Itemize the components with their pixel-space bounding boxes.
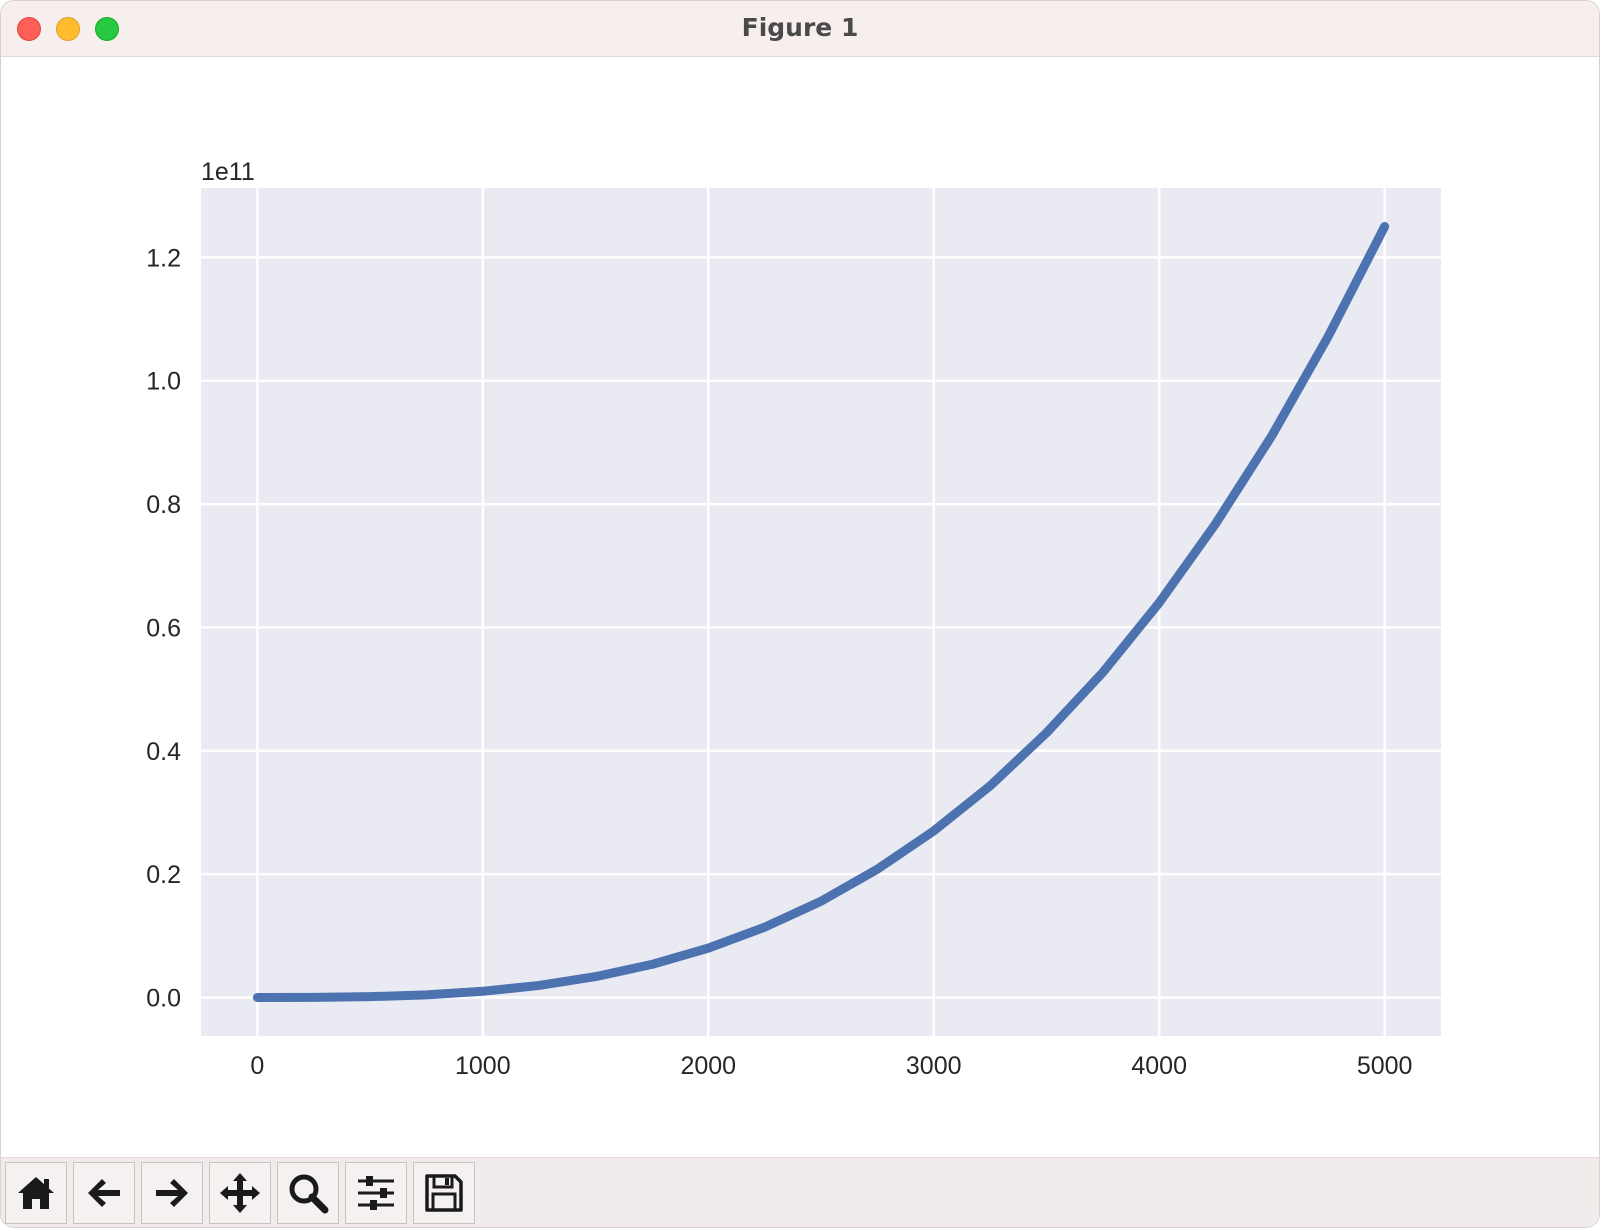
floppy-disk-icon <box>425 1174 463 1212</box>
sliders-icon <box>358 1176 394 1210</box>
pan-button[interactable] <box>209 1162 271 1224</box>
zoom-button[interactable] <box>277 1162 339 1224</box>
arrow-right-icon <box>156 1179 188 1207</box>
title-bar: Figure 1 <box>1 1 1599 57</box>
navigation-toolbar <box>1 1157 1599 1227</box>
y-offset-label: 1e11 <box>201 158 255 186</box>
series-line <box>252 222 1390 1002</box>
x-tick-label: 4000 <box>1131 1052 1187 1080</box>
maximize-window-button[interactable] <box>95 17 119 41</box>
arrow-left-icon <box>88 1179 120 1207</box>
magnifier-icon <box>289 1174 329 1214</box>
window-title: Figure 1 <box>741 13 859 42</box>
move-icon <box>220 1173 260 1213</box>
close-window-button[interactable] <box>17 17 41 41</box>
x-tick-label: 3000 <box>906 1052 962 1080</box>
figure-canvas[interactable]: 0 1000 2000 3000 4000 5000 0.0 0.2 0.4 0.6 0.8 1.0 1… <box>1 57 1599 1157</box>
back-button[interactable] <box>73 1162 135 1224</box>
x-tick-label: 1000 <box>455 1052 511 1080</box>
plot-background <box>201 188 1441 1036</box>
save-button[interactable] <box>413 1162 475 1224</box>
y-tick-label: 0.2 <box>146 861 181 889</box>
line-chart: 0 1000 2000 3000 4000 5000 0.0 0.2 0.4 0.6 0.8 1.0 1… <box>146 158 1441 1080</box>
x-tick-label: 5000 <box>1357 1052 1413 1080</box>
y-tick-label: 0.8 <box>146 491 181 519</box>
y-tick-label: 0.4 <box>146 738 181 766</box>
home-button[interactable] <box>5 1162 67 1224</box>
y-tick-label: 1.2 <box>146 244 181 272</box>
x-tick-label: 2000 <box>680 1052 736 1080</box>
y-tick-label: 0.6 <box>146 614 181 642</box>
home-icon <box>18 1177 54 1209</box>
y-tick-label: 0.0 <box>146 984 181 1012</box>
x-tick-label: 0 <box>250 1052 264 1080</box>
minimize-window-button[interactable] <box>56 17 80 41</box>
forward-button[interactable] <box>141 1162 203 1224</box>
configure-subplots-button[interactable] <box>345 1162 407 1224</box>
y-tick-label: 1.0 <box>146 368 181 396</box>
